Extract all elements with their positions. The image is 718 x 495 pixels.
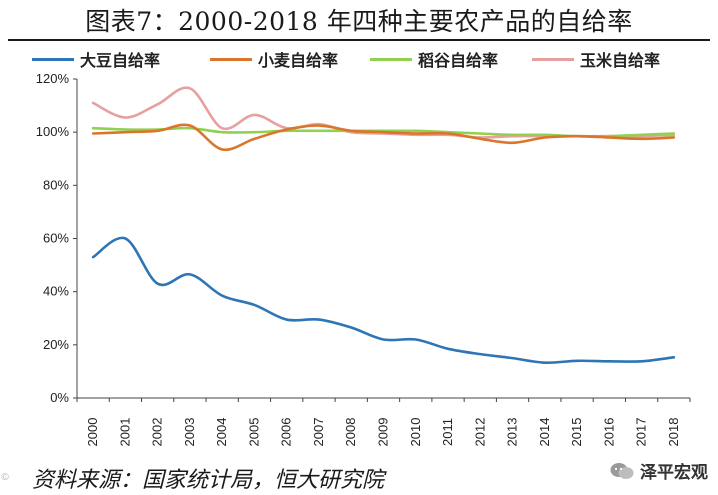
legend-label-wheat: 小麦自给率 — [258, 51, 339, 70]
legend-item-rice: 稻谷自给率 — [370, 48, 498, 70]
x-tick-label: 2017 — [634, 418, 649, 447]
y-tick-label: 60% — [43, 231, 69, 246]
legend-swatch-wheat — [210, 57, 252, 61]
y-tick-label: 120% — [36, 71, 70, 86]
title-underline — [8, 39, 710, 41]
x-tick-label: 2004 — [214, 418, 229, 447]
x-tick-label: 2005 — [246, 418, 261, 447]
series-line-soybean — [91, 236, 676, 365]
y-tick-label: 0% — [50, 390, 69, 405]
x-tick-label: 2010 — [408, 418, 423, 447]
legend-swatch-soybean — [32, 57, 74, 61]
legend-swatch-corn — [532, 57, 574, 61]
x-tick-label: 2002 — [150, 418, 165, 447]
brand-name: 泽平宏观 — [640, 463, 708, 483]
legend-label-corn: 玉米自给率 — [580, 51, 661, 70]
x-tick-label: 2015 — [569, 418, 584, 447]
x-tick-label: 2014 — [537, 418, 552, 447]
x-tick-label: 2009 — [376, 418, 391, 447]
legend-label-rice: 稻谷自给率 — [418, 51, 499, 70]
x-tick-label: 2011 — [440, 418, 455, 446]
y-tick-label: 40% — [43, 284, 69, 299]
y-tick-label: 20% — [43, 337, 69, 352]
x-tick-label: 2008 — [343, 418, 358, 447]
x-tick-label: 2018 — [666, 418, 681, 447]
series-line-wheat — [91, 123, 676, 152]
x-tick-label: 2003 — [182, 418, 197, 447]
legend-item-wheat: 小麦自给率 — [210, 48, 338, 70]
y-tick-label: 80% — [43, 177, 69, 192]
legend-swatch-rice — [370, 57, 412, 61]
x-tick-label: 2001 — [117, 418, 132, 447]
legend-label-soybean: 大豆自给率 — [80, 51, 161, 70]
legend-item-corn: 玉米自给率 — [532, 48, 660, 70]
legend-item-soybean: 大豆自给率 — [32, 48, 160, 70]
x-tick-label: 2006 — [279, 418, 294, 447]
y-tick-label: 100% — [36, 124, 70, 139]
source-note: 资料来源：国家统计局，恒大研究院 — [32, 468, 385, 493]
x-tick-label: 2007 — [311, 418, 326, 447]
legend: 大豆自给率 小麦自给率 稻谷自给率 玉米自给率 — [32, 48, 702, 70]
x-tick-label: 2000 — [85, 418, 100, 447]
x-tick-label: 2013 — [505, 418, 520, 447]
x-tick-label: 2012 — [472, 418, 487, 447]
x-tick-label: 2016 — [601, 418, 616, 447]
brand: 泽平宏观 — [610, 458, 708, 483]
wechat-icon — [610, 462, 634, 479]
chart-title: 图表7：2000-2018 年四种主要农产品的自给率 — [85, 7, 633, 36]
watermark: © — [0, 472, 10, 483]
